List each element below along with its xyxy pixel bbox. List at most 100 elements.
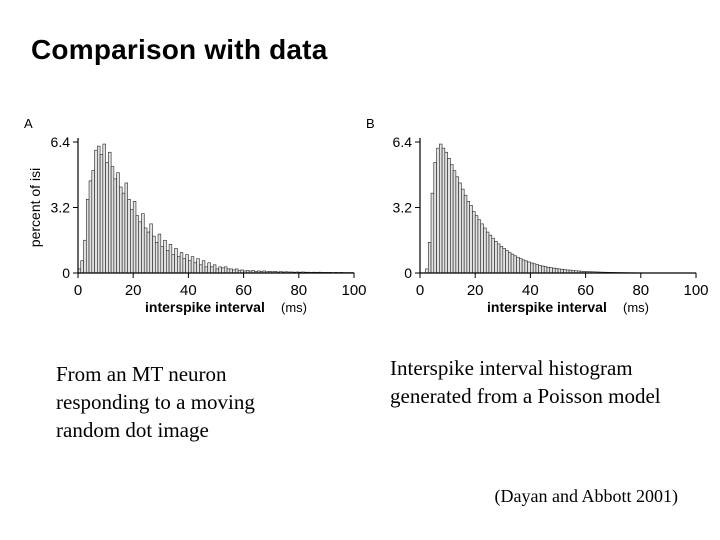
x-tick-label-b: 100 [683,282,708,299]
histogram-bar [441,147,446,274]
histogram-bar [166,250,170,274]
histogram-bar [212,264,217,274]
caption-panel-a: From an MT neuron responding to a moving… [56,362,255,442]
histogram-bar [472,211,476,274]
histogram-bar [218,266,222,274]
histogram-bar [229,268,233,274]
histogram-bar [483,227,487,274]
x-tick-label-a: 20 [125,282,142,299]
panel-label-a: A [24,116,33,131]
histogram-bar [185,254,189,274]
histogram-bar [157,233,162,274]
histogram-bar [554,268,559,274]
histogram-b-svg: B 0 20 40 60 80 100 0 3.2 6.4 interspike interval (… [366,116,709,315]
y-tick-label-a: 0 [62,265,70,281]
histogram-bar [226,268,231,274]
histogram-bar [179,252,184,274]
histogram-bar [541,265,545,274]
slide-title: Comparison with data [31,34,328,65]
histogram-bar [149,223,153,274]
histogram-bar [168,244,173,274]
histogram-bar [452,170,457,274]
histogram-bar [188,260,192,274]
x-tick-label-b: 0 [416,282,424,299]
histogram-bar [235,268,239,274]
histogram-bar [199,264,203,274]
x-axis-unit-a: (ms) [281,300,307,315]
histogram-bar [119,186,123,274]
histogram-bar [461,188,465,274]
histogram-bar [488,234,493,274]
histogram-bar [182,258,186,274]
histogram-bar [463,194,468,274]
histogram-bar [138,221,142,274]
x-axis-label-b: interspike interval [487,299,607,315]
bars-a [77,143,355,274]
x-tick-label-a: 40 [180,282,197,299]
histogram-bar [102,143,106,274]
histogram-bar [116,172,120,274]
histogram-bar [508,252,512,274]
histogram-bar [146,231,151,274]
histogram-bar [499,246,504,274]
histogram-bar [108,151,112,274]
histogram-bar [193,262,197,274]
x-tick-label-a: 0 [74,282,82,299]
histogram-bar [160,246,164,274]
histogram-bar [444,151,448,274]
histogram-bar [532,263,537,274]
x-axis-unit-b: (ms) [623,300,649,315]
histogram-bar [132,201,137,274]
caption-panel-b: Interspike interval histogram generated … [390,356,661,408]
histogram-bar [480,223,484,274]
histogram-bar [427,242,432,274]
panel-label-b: B [366,116,375,131]
y-tick-label-b: 6.4 [393,134,413,150]
x-tick-label-b: 20 [467,282,484,299]
histogram-bar [439,143,443,274]
histogram-bar [474,215,479,274]
y-axis-label-a: percent of isi [27,168,43,247]
histogram-bar [455,176,459,274]
histogram-bar [535,264,539,274]
histogram-bar [543,266,548,274]
histogram-bar [485,231,490,274]
histogram-bar [519,258,523,274]
histogram-bar [177,256,181,274]
histogram-bar [97,145,101,274]
histogram-bar [163,239,167,274]
histogram-bar [549,267,553,274]
histogram-bar [85,199,90,274]
histogram-bar [538,265,542,274]
histogram-bar [124,182,128,274]
x-tick-label-a: 60 [235,282,252,299]
histogram-bar [510,253,515,274]
histogram-bar [83,239,87,274]
histogram-bar [130,209,134,274]
histogram-bar [201,260,206,274]
y-tick-label-a: 6.4 [51,134,71,150]
histogram-bar [436,147,440,274]
histogram-bar [204,266,209,274]
histogram-bar [207,262,211,274]
x-axis-label-a: interspike interval [145,299,265,315]
histogram-bar [105,162,109,274]
bars-b [425,143,697,274]
histogram-bar [521,259,526,274]
histogram-bar [494,240,498,274]
histogram-bar [174,248,178,274]
histogram-bar [502,248,506,274]
histogram-bar [99,153,104,274]
histogram-a-svg: A 0 20 40 60 80 100 0 3.2 6.4 interspike interval (… [24,116,367,315]
histogram-bar [524,260,528,274]
histogram-bar [469,205,473,274]
histogram-bar [466,201,470,274]
histogram-bar [557,268,562,274]
histogram-panel-a: A 0 20 40 60 80 100 0 3.2 6.4 interspike interval (… [18,110,368,320]
histogram-bar [450,164,454,274]
histogram-bar [425,268,429,274]
histogram-bar [113,178,117,274]
histogram-bar [152,235,156,274]
histogram-bar [141,213,145,274]
x-tick-label-a: 100 [341,282,366,299]
